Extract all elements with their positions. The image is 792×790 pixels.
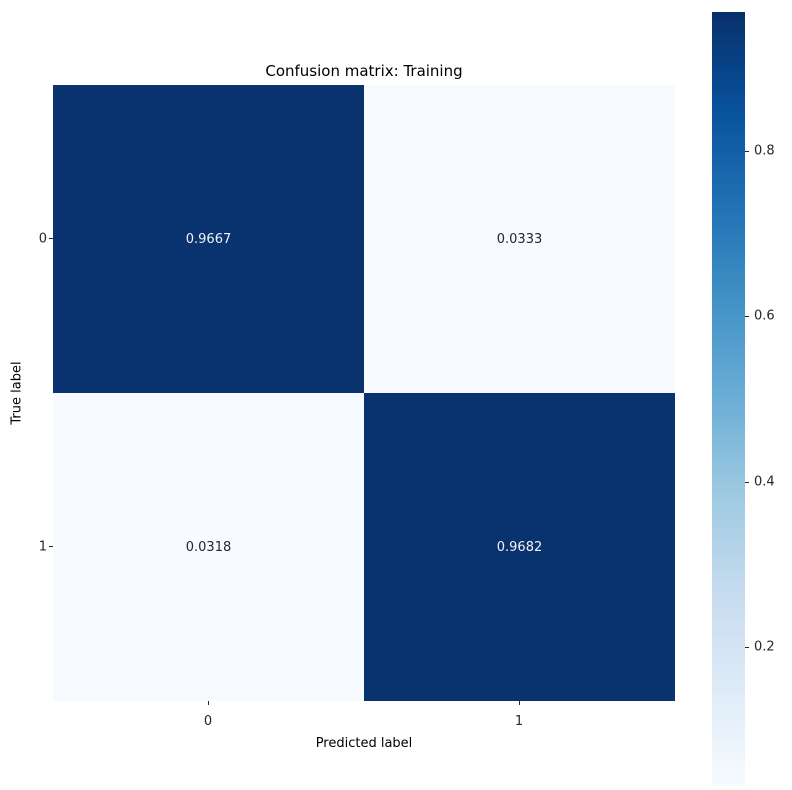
y-axis-tickmark	[49, 238, 53, 239]
chart-title: Confusion matrix: Training	[265, 62, 463, 80]
y-axis-tickmark	[49, 546, 53, 547]
colorbar-gradient	[712, 12, 745, 786]
cell-value: 0.0318	[185, 539, 232, 555]
colorbar-tickmark	[745, 647, 749, 648]
heatmap-cell: 0.9682	[364, 393, 675, 701]
colorbar-tickmark	[745, 151, 749, 152]
y-tick-label: 0	[38, 231, 47, 247]
colorbar-tickmark	[745, 316, 749, 317]
x-axis-label: Predicted label	[315, 736, 413, 751]
heatmap-cell: 0.9667	[53, 85, 364, 393]
x-tick-label: 1	[514, 714, 524, 729]
heatmap: 0.9667 0.0333 0.0318 0.9682	[53, 85, 675, 701]
cell-value: 0.9682	[496, 539, 543, 555]
heatmap-cell: 0.0333	[364, 85, 675, 393]
x-axis-tickmark	[519, 701, 520, 705]
colorbar-tick-label: 0.8	[754, 143, 775, 159]
colorbar-tick-label: 0.2	[754, 639, 775, 655]
x-axis-tickmark	[208, 701, 209, 705]
y-axis-label: True label	[9, 361, 25, 425]
colorbar-tickmark	[745, 482, 749, 483]
colorbar-tick-label: 0.4	[754, 474, 775, 490]
y-tick-label: 1	[38, 539, 47, 555]
heatmap-cell: 0.0318	[53, 393, 364, 701]
colorbar-tick-label: 0.6	[754, 308, 775, 324]
x-tick-label: 0	[203, 714, 213, 729]
cell-value: 0.9667	[185, 231, 232, 247]
cell-value: 0.0333	[496, 231, 543, 247]
